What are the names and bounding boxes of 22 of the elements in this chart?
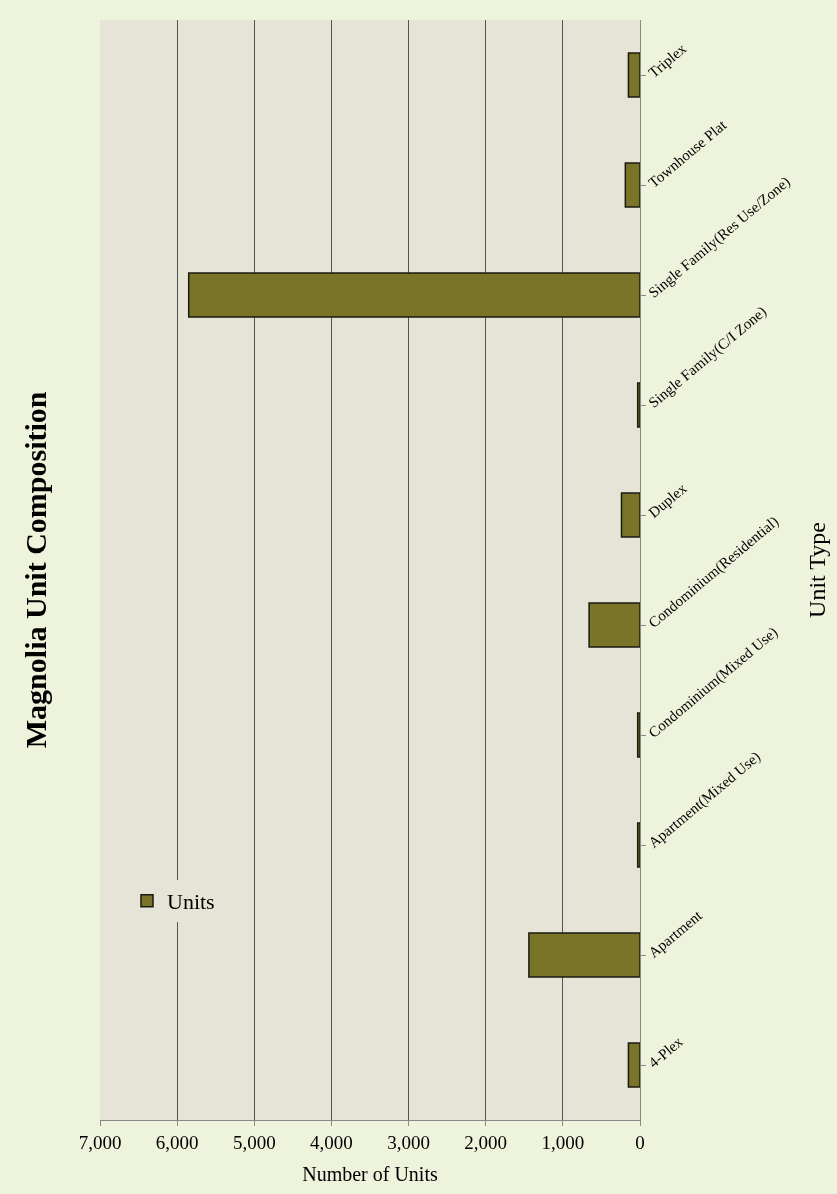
x-tick-label: 7,000 xyxy=(78,1131,122,1153)
bar xyxy=(624,162,640,208)
bar xyxy=(187,272,640,318)
bar xyxy=(636,712,640,758)
y-axis-title: Unit Type xyxy=(803,522,830,618)
x-tick-label: 5,000 xyxy=(232,1131,276,1153)
bar xyxy=(627,1042,640,1088)
text: Magnolia Unit Composition xyxy=(19,391,53,749)
bar xyxy=(636,382,640,428)
bar xyxy=(588,602,640,648)
x-tick-label: 6,000 xyxy=(155,1131,199,1153)
x-axis-title: Number of Units xyxy=(302,1163,438,1186)
bar xyxy=(528,932,640,978)
bar xyxy=(620,492,640,538)
x-tick-label: 4,000 xyxy=(310,1131,353,1153)
x-tick-label: 0 xyxy=(635,1131,645,1153)
bar xyxy=(627,52,640,98)
x-tick-label: 3,000 xyxy=(387,1131,430,1153)
bar xyxy=(636,822,640,868)
legend-label: Units xyxy=(167,889,215,915)
x-tick-label: 2,000 xyxy=(464,1131,508,1153)
x-tick-label: 1,000 xyxy=(541,1131,585,1153)
